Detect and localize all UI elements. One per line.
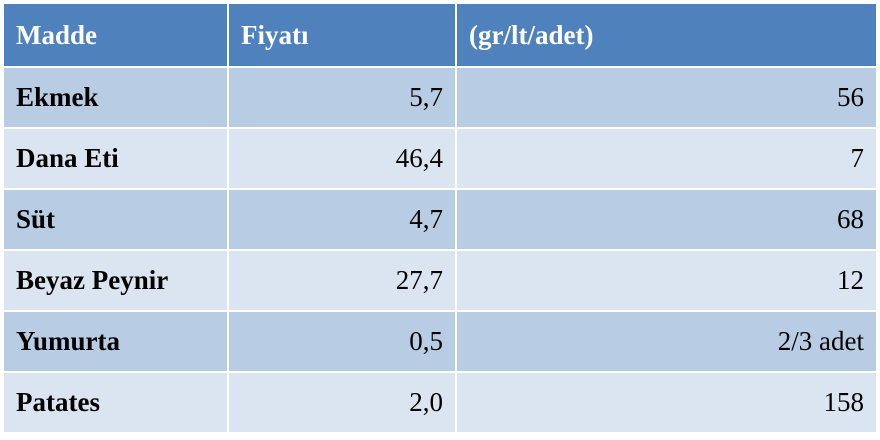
item-name: Dana Eti [2, 127, 229, 190]
item-quantity: 2/3 adet [455, 310, 878, 373]
price-table: Madde Fiyatı (gr/lt/adet) Ekmek 5,7 56 D… [2, 2, 878, 434]
table-row: Dana Eti 46,4 7 [2, 127, 878, 190]
item-name: Beyaz Peynir [2, 249, 229, 312]
table-row: Patates 2,0 158 [2, 371, 878, 434]
item-quantity: 7 [455, 127, 878, 190]
item-price: 5,7 [227, 66, 457, 129]
item-name: Ekmek [2, 66, 229, 129]
item-price: 27,7 [227, 249, 457, 312]
item-quantity: 158 [455, 371, 878, 434]
table-row: Yumurta 0,5 2/3 adet [2, 310, 878, 373]
item-name: Yumurta [2, 310, 229, 373]
table-header-row: Madde Fiyatı (gr/lt/adet) [2, 2, 878, 68]
item-price: 4,7 [227, 188, 457, 251]
item-name: Patates [2, 371, 229, 434]
table-row: Süt 4,7 68 [2, 188, 878, 251]
item-quantity: 56 [455, 66, 878, 129]
item-price: 2,0 [227, 371, 457, 434]
header-unit: (gr/lt/adet) [455, 2, 878, 68]
item-name: Süt [2, 188, 229, 251]
item-price: 0,5 [227, 310, 457, 373]
item-quantity: 68 [455, 188, 878, 251]
table-row: Beyaz Peynir 27,7 12 [2, 249, 878, 312]
header-madde: Madde [2, 2, 229, 68]
item-quantity: 12 [455, 249, 878, 312]
item-price: 46,4 [227, 127, 457, 190]
header-fiyati: Fiyatı [227, 2, 457, 68]
table-row: Ekmek 5,7 56 [2, 66, 878, 129]
